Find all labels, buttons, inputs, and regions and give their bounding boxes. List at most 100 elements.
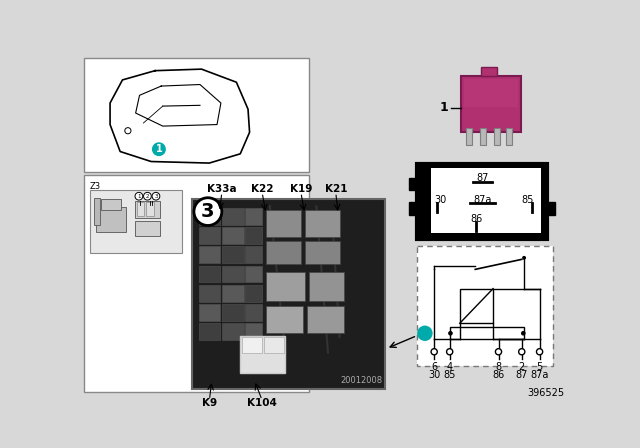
Text: 86: 86 bbox=[492, 370, 504, 380]
Bar bbox=[136, 202, 145, 216]
Circle shape bbox=[518, 349, 525, 355]
Bar bbox=[198, 227, 220, 244]
Bar bbox=[307, 306, 344, 333]
Circle shape bbox=[194, 198, 222, 225]
Text: 3: 3 bbox=[154, 194, 157, 199]
Bar bbox=[198, 266, 220, 282]
Bar bbox=[245, 208, 262, 225]
Bar bbox=[198, 208, 220, 225]
Bar bbox=[266, 210, 301, 237]
Bar bbox=[431, 168, 541, 233]
Bar bbox=[222, 285, 244, 302]
Bar bbox=[135, 201, 160, 218]
Circle shape bbox=[152, 142, 166, 156]
Text: K19: K19 bbox=[290, 184, 312, 194]
Text: 1: 1 bbox=[156, 144, 163, 154]
Bar bbox=[84, 175, 308, 392]
Bar bbox=[417, 164, 547, 239]
Bar bbox=[96, 207, 125, 232]
Bar bbox=[266, 306, 303, 333]
Bar bbox=[245, 266, 262, 282]
Bar bbox=[135, 221, 160, 236]
Bar bbox=[266, 241, 301, 264]
Circle shape bbox=[417, 326, 433, 341]
Text: 3: 3 bbox=[201, 202, 214, 221]
Bar bbox=[308, 271, 344, 301]
Bar bbox=[222, 227, 244, 244]
Text: 30: 30 bbox=[428, 370, 440, 380]
Text: K9: K9 bbox=[202, 398, 217, 408]
Bar bbox=[245, 227, 262, 244]
Bar bbox=[466, 129, 472, 146]
Text: 85: 85 bbox=[444, 370, 456, 380]
Bar bbox=[198, 246, 220, 263]
Bar bbox=[305, 210, 340, 237]
Circle shape bbox=[536, 349, 543, 355]
Bar bbox=[241, 336, 285, 373]
Text: 86: 86 bbox=[470, 214, 482, 224]
Text: 87a: 87a bbox=[531, 370, 548, 380]
Bar bbox=[245, 323, 262, 340]
Text: 6: 6 bbox=[431, 362, 437, 372]
Text: 2: 2 bbox=[518, 362, 525, 372]
Circle shape bbox=[152, 192, 160, 200]
Circle shape bbox=[447, 349, 452, 355]
Bar bbox=[506, 129, 513, 146]
Bar bbox=[198, 304, 220, 321]
Text: K104: K104 bbox=[247, 398, 277, 408]
Text: 8: 8 bbox=[495, 362, 502, 372]
Bar bbox=[222, 266, 244, 282]
Circle shape bbox=[431, 349, 437, 355]
Bar bbox=[222, 208, 244, 225]
Polygon shape bbox=[481, 67, 497, 76]
Circle shape bbox=[521, 331, 525, 336]
Bar bbox=[198, 285, 220, 302]
Bar bbox=[266, 271, 305, 301]
Bar bbox=[245, 246, 262, 263]
Bar bbox=[245, 285, 262, 302]
Bar bbox=[222, 304, 244, 321]
Text: K22: K22 bbox=[251, 184, 273, 194]
Text: 85: 85 bbox=[522, 195, 534, 205]
Bar bbox=[222, 323, 244, 340]
Text: 1: 1 bbox=[439, 101, 448, 114]
Text: 1: 1 bbox=[422, 328, 428, 338]
Text: 5: 5 bbox=[536, 362, 543, 372]
Bar bbox=[242, 337, 262, 353]
Bar bbox=[305, 241, 340, 264]
Bar bbox=[146, 202, 154, 216]
Bar bbox=[480, 129, 486, 146]
Text: 2: 2 bbox=[146, 194, 149, 199]
Bar bbox=[417, 246, 553, 366]
Bar bbox=[193, 198, 385, 389]
Bar bbox=[463, 79, 518, 107]
Text: 20012008: 20012008 bbox=[340, 376, 382, 385]
Bar bbox=[222, 246, 244, 263]
Bar bbox=[417, 246, 553, 366]
Bar bbox=[245, 304, 262, 321]
Bar bbox=[494, 129, 500, 146]
Bar bbox=[198, 323, 220, 340]
Circle shape bbox=[522, 256, 526, 260]
Circle shape bbox=[448, 331, 452, 336]
Text: 87: 87 bbox=[476, 173, 488, 183]
Circle shape bbox=[495, 349, 502, 355]
Text: 87a: 87a bbox=[473, 195, 492, 205]
Circle shape bbox=[143, 192, 151, 200]
Bar bbox=[90, 190, 182, 253]
Bar bbox=[94, 198, 100, 225]
Text: 30: 30 bbox=[435, 195, 447, 205]
Text: 4: 4 bbox=[447, 362, 452, 372]
Bar bbox=[544, 202, 555, 215]
Bar bbox=[101, 199, 121, 210]
Bar bbox=[84, 58, 308, 172]
Text: K33a: K33a bbox=[207, 184, 237, 194]
Bar bbox=[450, 327, 524, 339]
Text: K21: K21 bbox=[324, 184, 347, 194]
Bar bbox=[460, 289, 493, 323]
Circle shape bbox=[135, 192, 143, 200]
Text: 396525: 396525 bbox=[527, 388, 564, 397]
Text: 1: 1 bbox=[137, 194, 141, 199]
Bar bbox=[461, 76, 521, 132]
Bar bbox=[410, 178, 420, 190]
